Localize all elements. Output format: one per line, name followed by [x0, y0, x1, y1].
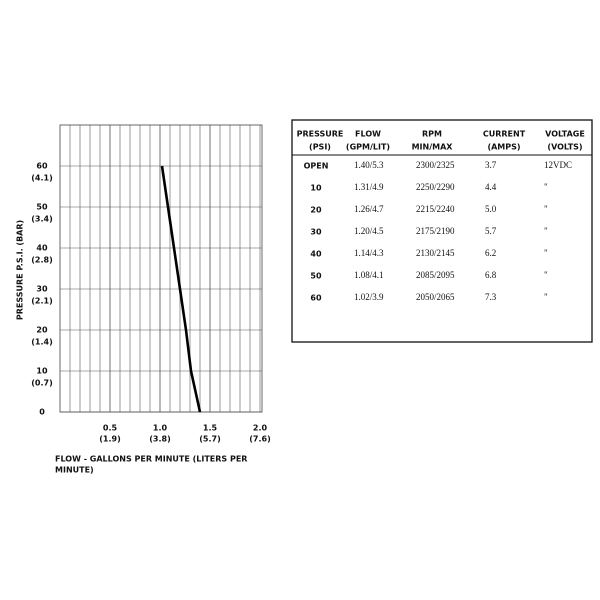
table-cell: 7.3 — [485, 292, 497, 302]
y-tick-label: (1.4) — [31, 338, 52, 347]
y-tick-label: (3.4) — [31, 215, 52, 224]
y-tick-label: 20 — [36, 326, 48, 335]
x-axis-title: MINUTE) — [55, 466, 94, 475]
table-cell: 1.08/4.1 — [354, 270, 384, 280]
table-cell: 1.40/5.3 — [354, 160, 384, 170]
y-tick-label: 60 — [36, 162, 48, 171]
table-cell: 60 — [310, 294, 322, 303]
table-cell: 1.14/4.3 — [354, 248, 384, 258]
table-cell: 2250/2290 — [416, 182, 455, 192]
table-cell: 20 — [310, 206, 322, 215]
x-tick-label: 1.0 — [153, 424, 168, 433]
x-tick-label: (1.9) — [99, 435, 120, 444]
y-tick-label: 10 — [36, 367, 48, 376]
table-header: (VOLTS) — [547, 143, 582, 152]
table-cell: 12VDC — [544, 160, 572, 170]
table-cell: 2085/2095 — [416, 270, 455, 280]
x-tick-label: 1.5 — [203, 424, 218, 433]
table-cell: 10 — [310, 184, 322, 193]
x-tick-label: (3.8) — [149, 435, 170, 444]
y-tick-label: (0.7) — [31, 379, 52, 388]
table-cell: 50 — [310, 272, 322, 281]
x-axis-title: FLOW - GALLONS PER MINUTE (LITERS PER — [55, 455, 247, 464]
y-tick-label: 0 — [39, 408, 45, 417]
table-header: VOLTAGE — [545, 130, 585, 139]
y-tick-label: 40 — [36, 244, 48, 253]
table-header: (AMPS) — [487, 143, 520, 152]
x-tick-label: (7.6) — [249, 435, 270, 444]
table-header: (GPM/LIT) — [346, 143, 390, 152]
table-header: (PSI) — [309, 143, 331, 152]
table-cell: 2175/2190 — [416, 226, 455, 236]
x-tick-label: 2.0 — [253, 424, 268, 433]
table-cell: 4.4 — [485, 182, 497, 192]
table-cell: 6.2 — [485, 248, 496, 258]
table-cell: 30 — [310, 228, 322, 237]
y-tick-label: 30 — [36, 285, 48, 294]
table-cell: 40 — [310, 250, 322, 259]
table-cell: 2130/2145 — [416, 248, 455, 258]
table-cell: 5.0 — [485, 204, 497, 214]
curve — [160, 165, 202, 413]
x-tick-label: (5.7) — [199, 435, 220, 444]
x-tick-label: 0.5 — [103, 424, 118, 433]
table-header: RPM — [422, 130, 442, 139]
table-cell: 5.7 — [485, 226, 497, 236]
table-cell: 6.8 — [485, 270, 497, 280]
table-cell: " — [544, 226, 548, 236]
table-cell: 2215/2240 — [416, 204, 455, 214]
table-cell: " — [544, 270, 548, 280]
table-header: PRESSURE — [297, 130, 344, 139]
y-tick-label: (4.1) — [31, 174, 52, 183]
table-cell: 1.26/4.7 — [354, 204, 384, 214]
table-header: FLOW — [355, 130, 381, 139]
table-header: CURRENT — [483, 130, 526, 139]
table-cell: " — [544, 292, 548, 302]
table-cell: 1.20/4.5 — [354, 226, 384, 236]
table-cell: " — [544, 248, 548, 258]
table-cell: " — [544, 182, 548, 192]
table-cell: 1.02/3.9 — [354, 292, 384, 302]
table-cell: " — [544, 204, 548, 214]
y-tick-label: 50 — [36, 203, 48, 212]
table-cell: 3.7 — [485, 160, 497, 170]
table-cell: 2300/2325 — [416, 160, 455, 170]
y-tick-label: (2.1) — [31, 297, 52, 306]
table-cell: 2050/2065 — [416, 292, 455, 302]
table-box — [291, 119, 593, 343]
y-axis-title: PRESSURE P.S.I. (BAR) — [16, 220, 25, 320]
table-cell: OPEN — [304, 162, 329, 171]
y-tick-label: (2.8) — [31, 256, 52, 265]
table-cell: 1.31/4.9 — [354, 182, 384, 192]
table-header: MIN/MAX — [412, 143, 454, 152]
